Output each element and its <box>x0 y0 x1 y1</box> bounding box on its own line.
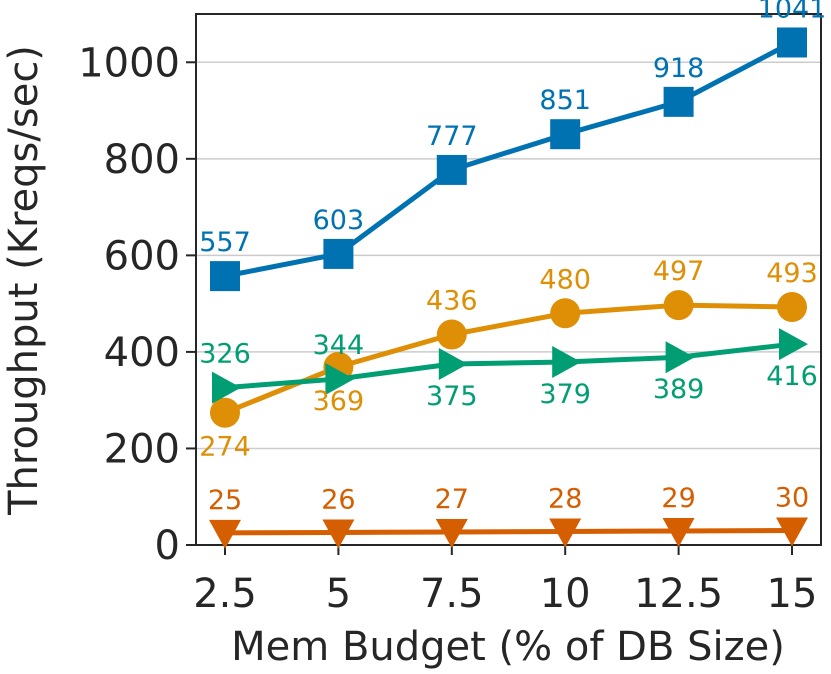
series-blue-square-point <box>210 261 240 292</box>
series-blue-square-data-label: 918 <box>653 53 705 84</box>
series-green-triangle-right-point <box>779 328 808 361</box>
y-tick-label: 1000 <box>78 40 180 86</box>
x-tick-label: 10 <box>540 571 591 617</box>
series-orange-circle-data-label: 480 <box>539 264 591 295</box>
series-red-triangle-down-point <box>435 518 468 548</box>
series-green-triangle-right-point <box>212 371 241 404</box>
series-orange-circle-line <box>224 302 793 416</box>
series-red-triangle-down-point <box>209 519 241 549</box>
plot-frame <box>195 13 822 546</box>
series-orange-circle-point <box>777 292 807 323</box>
series-green-triangle-right-data-label: 379 <box>539 379 591 410</box>
ticks-layer: 0 200 400 600 800 1000 2.5 5 7.5 10 12.5 15 <box>78 40 817 617</box>
series-red-triangle-down-point <box>549 518 582 548</box>
series-green-triangle-right-data-label: 389 <box>653 374 705 405</box>
series-blue-square-point <box>777 27 807 58</box>
series-red-triangle-down-data-label: 28 <box>548 483 582 514</box>
series-red-triangle-down-data-label: 26 <box>321 484 355 515</box>
series-orange-circle-data-label: 274 <box>199 432 251 463</box>
series-red-triangle-down-data-label: 29 <box>661 483 695 514</box>
series-orange-circle-point <box>210 397 240 428</box>
y-axis-title: Throughput (Kreqs/sec) <box>1 45 47 516</box>
series-layer <box>209 27 808 549</box>
series-blue-square-data-label: 1041 <box>758 0 827 24</box>
series-green-triangle-right-data-label: 375 <box>426 381 478 412</box>
x-tick-label: 2.5 <box>193 571 257 617</box>
series-blue-square-data-label: 777 <box>426 121 478 152</box>
series-red-triangle-down-point <box>322 519 355 549</box>
series-green-triangle-right-data-label: 326 <box>199 339 251 370</box>
y-tick-label: 400 <box>104 330 180 376</box>
series-blue-square-point <box>550 119 581 150</box>
series-green-triangle-right-point <box>438 347 468 380</box>
series-orange-circle-point <box>436 319 467 350</box>
series-green-triangle-right-point <box>325 362 355 395</box>
series-red-triangle-down-line <box>224 528 793 536</box>
y-tick-label: 800 <box>104 137 180 183</box>
series-green-triangle-right-point <box>665 341 695 374</box>
series-blue-square-data-label: 851 <box>539 85 591 116</box>
series-red-triangle-down-data-label: 25 <box>208 485 242 516</box>
x-tick-label: 15 <box>767 571 818 617</box>
series-orange-circle-point <box>663 290 694 321</box>
series-blue-square-data-label: 603 <box>313 205 365 236</box>
y-tick-label: 200 <box>104 426 180 472</box>
series-green-triangle-right-data-label: 344 <box>313 330 365 361</box>
labels-layer: 557 603 777 851 918 1041 274 369 436 480 497 493 326… <box>199 0 826 516</box>
series-red-triangle-down-point <box>776 517 808 547</box>
y-tick-label: 0 <box>155 523 180 569</box>
series-red-triangle-down-data-label: 27 <box>435 484 469 515</box>
x-tick-label: 5 <box>326 571 351 617</box>
series-green-triangle-right-point <box>552 346 582 379</box>
series-orange-circle-data-label: 369 <box>313 386 365 417</box>
series-blue-square-line <box>224 40 794 279</box>
series-blue-square-data-label: 557 <box>199 227 251 258</box>
y-tick-label: 600 <box>104 233 180 279</box>
x-tick-label: 12.5 <box>634 571 723 617</box>
series-green-triangle-right-line <box>224 341 793 391</box>
series-orange-circle-point <box>550 298 581 329</box>
series-orange-circle-data-label: 497 <box>653 256 705 287</box>
series-red-triangle-down-point <box>662 518 695 548</box>
x-tick-label: 7.5 <box>420 571 484 617</box>
series-red-triangle-down-data-label: 30 <box>775 483 809 514</box>
series-green-triangle-right-data-label: 416 <box>766 361 818 392</box>
series-orange-circle-data-label: 436 <box>426 286 478 317</box>
series-orange-circle-data-label: 493 <box>766 258 818 289</box>
x-axis-title: Mem Budget (% of DB Size) <box>231 624 785 670</box>
series-blue-square-point <box>436 154 467 185</box>
series-blue-square-point <box>663 86 694 117</box>
series-blue-square-point <box>323 238 354 269</box>
